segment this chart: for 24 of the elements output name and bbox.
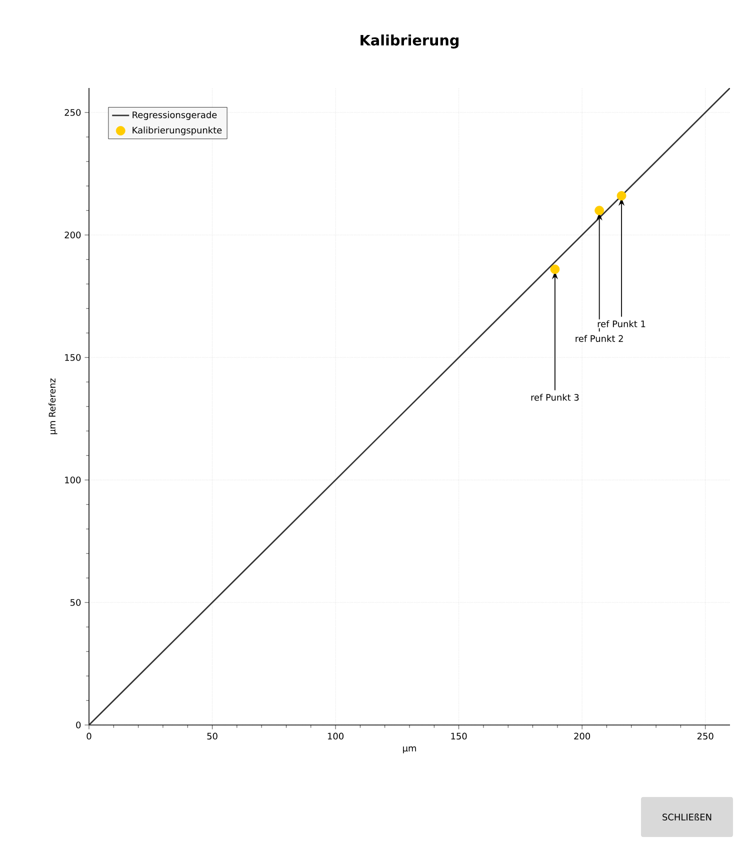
x-tick-label: 100 <box>328 732 344 740</box>
y-tick-label: 250 <box>64 109 81 116</box>
point <box>616 191 626 200</box>
y-tick-label: 0 <box>76 722 81 728</box>
legend-label: Kalibrierungspunkte <box>132 126 222 136</box>
x-tick-label: 200 <box>574 732 590 740</box>
y-tick-label: 150 <box>65 354 81 361</box>
point <box>550 264 560 274</box>
annotation: ref Punkt 1 <box>598 320 646 328</box>
y-tick-label: 200 <box>64 232 81 238</box>
x-tick-label: 0 <box>86 732 92 740</box>
legend-label: Regressionsgerade <box>132 111 217 120</box>
y-tick-label: 50 <box>70 599 81 606</box>
y-axis-title: µm Referenz <box>48 378 58 434</box>
x-tick-label: 250 <box>697 732 714 740</box>
x-tick-label: 150 <box>451 732 467 740</box>
text: SCHLIEßEN <box>662 814 712 820</box>
annotation: ref Punkt 2 <box>576 335 623 342</box>
annotation: ref Punkt 3 <box>531 394 579 401</box>
x-tick-label: 50 <box>207 732 218 740</box>
chart-title: Kalibrierung <box>360 34 458 48</box>
y-tick-label: 100 <box>65 476 81 484</box>
x-axis-title: µm <box>403 746 416 754</box>
point <box>594 206 604 216</box>
